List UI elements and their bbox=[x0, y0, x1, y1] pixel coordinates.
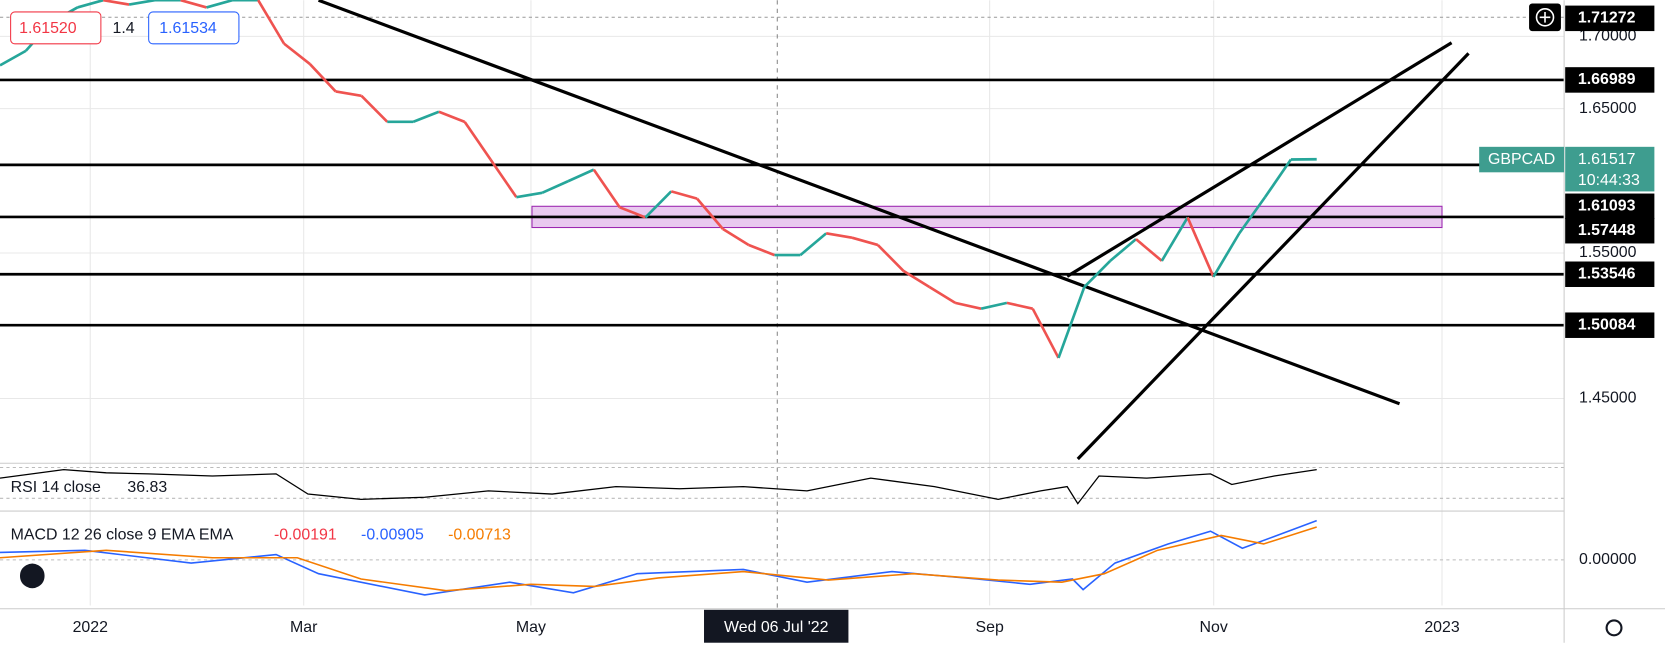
price-segment bbox=[800, 233, 826, 255]
macd-hist: -0.00191 bbox=[274, 527, 337, 544]
symbol-label: GBPCAD bbox=[1488, 151, 1555, 168]
trend-lines bbox=[319, 0, 1469, 459]
price-series bbox=[0, 0, 1317, 358]
price-segment bbox=[1007, 303, 1033, 309]
price-segment bbox=[0, 51, 26, 65]
last-price: 1.61517 bbox=[1578, 151, 1636, 168]
macd-value: -0.00905 bbox=[361, 527, 424, 544]
grid bbox=[0, 0, 1564, 605]
open-label: 1.61520 bbox=[19, 20, 77, 37]
level-label: 1.61093 bbox=[1578, 197, 1636, 214]
small-label: 1.4 bbox=[113, 20, 135, 37]
price-segment bbox=[413, 112, 439, 122]
bid-label: 1.61534 bbox=[159, 20, 217, 37]
time-label: May bbox=[516, 619, 546, 636]
rsi-label: RSI 14 close bbox=[11, 479, 101, 496]
price-segment bbox=[542, 181, 568, 193]
time-label: 2022 bbox=[73, 619, 109, 636]
price-segment bbox=[1033, 309, 1059, 358]
price-segment bbox=[594, 170, 620, 208]
price-segment bbox=[749, 245, 775, 255]
rsi-value: 36.83 bbox=[127, 479, 167, 496]
time-label: Mar bbox=[290, 619, 318, 636]
price-segment bbox=[852, 238, 878, 245]
price-segment bbox=[955, 303, 981, 309]
price-segment bbox=[103, 0, 129, 4]
price-segment bbox=[284, 44, 310, 64]
level-label: 1.53546 bbox=[1578, 265, 1636, 282]
legend: 1.61520 1.4 1.61534 RSI 14 close 36.83 M… bbox=[11, 12, 511, 544]
price-segment bbox=[439, 112, 465, 122]
price-segment bbox=[981, 303, 1007, 309]
price-tick: 1.45000 bbox=[1579, 390, 1637, 407]
price-segment bbox=[465, 122, 491, 160]
price-segment bbox=[568, 170, 594, 182]
time-label: Nov bbox=[1200, 619, 1228, 636]
macd-signal: -0.00713 bbox=[448, 527, 511, 544]
price-segment bbox=[826, 233, 852, 237]
price-segment bbox=[1213, 233, 1239, 276]
level-label: 1.66989 bbox=[1578, 71, 1636, 88]
price-segment bbox=[671, 191, 697, 198]
price-segment bbox=[878, 245, 904, 271]
countdown: 10:44:33 bbox=[1578, 172, 1640, 189]
price-segment bbox=[929, 287, 955, 303]
level-label: 1.50084 bbox=[1578, 316, 1636, 333]
macd-label: MACD 12 26 close 9 EMA EMA bbox=[11, 527, 234, 544]
price-segment bbox=[129, 0, 155, 4]
price-segment bbox=[336, 91, 362, 95]
price-segment bbox=[1059, 287, 1085, 358]
macd-tick: 0.00000 bbox=[1579, 551, 1637, 568]
logo: ⬤ bbox=[19, 561, 45, 589]
price-segment bbox=[723, 229, 749, 245]
price-segment bbox=[516, 193, 542, 197]
time-label: 2023 bbox=[1424, 619, 1460, 636]
time-label: Sep bbox=[975, 619, 1003, 636]
level-label: 1.57448 bbox=[1578, 222, 1636, 239]
price-segment bbox=[1136, 239, 1162, 261]
price-tick: 1.65000 bbox=[1579, 100, 1637, 117]
price-segment bbox=[181, 0, 207, 7]
crosshair-label: Wed 06 Jul '22 bbox=[724, 619, 829, 636]
price-segment bbox=[258, 0, 284, 43]
price-label: 1.71272 bbox=[1578, 10, 1636, 27]
price-segment bbox=[310, 64, 336, 92]
price-tick: 1.55000 bbox=[1579, 244, 1637, 261]
price-segment bbox=[207, 0, 233, 7]
